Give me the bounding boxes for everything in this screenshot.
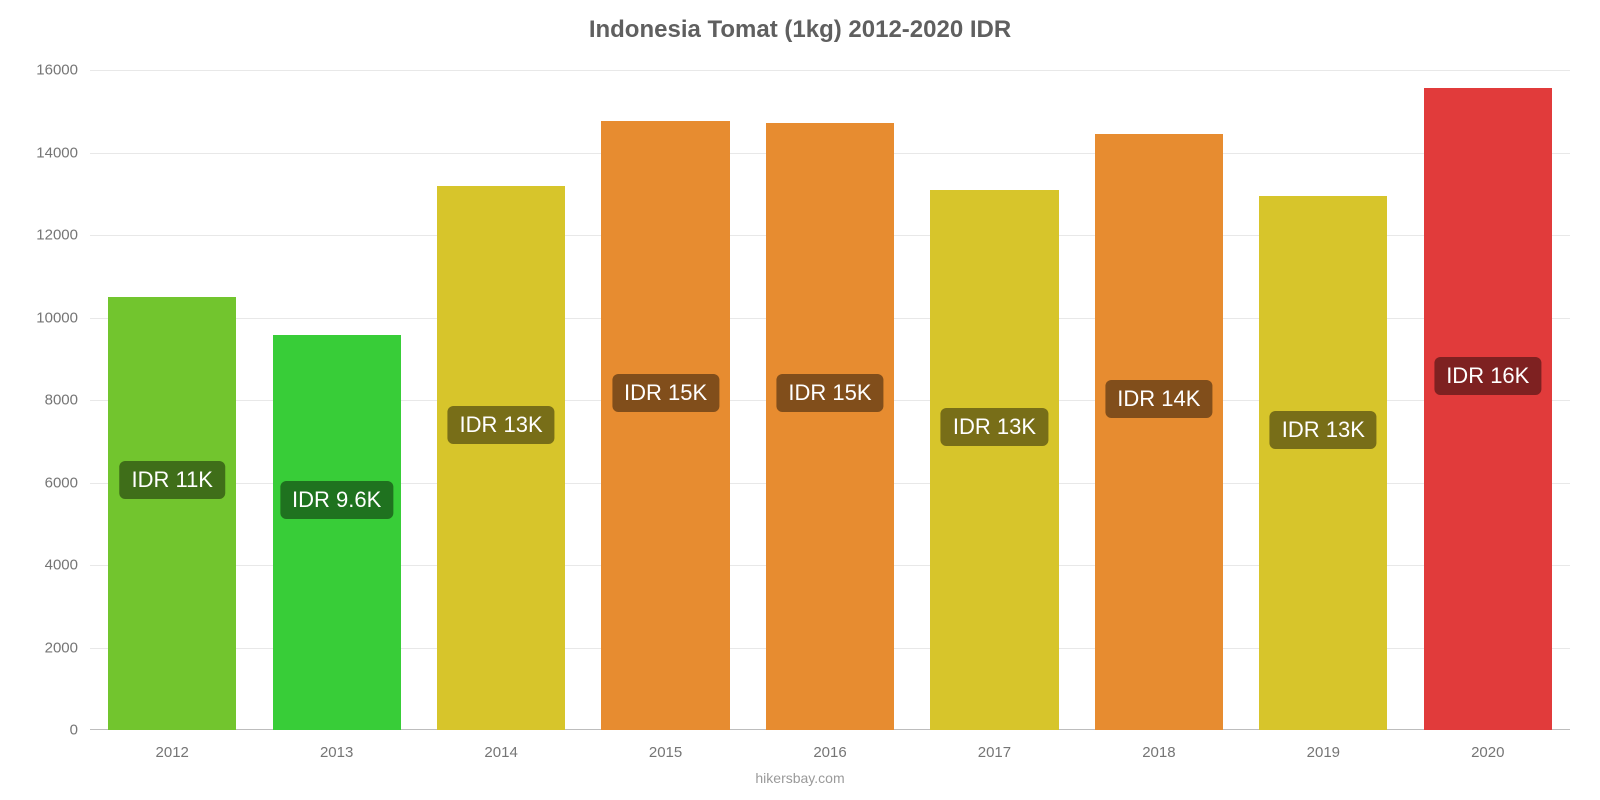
bar-value-label-text: IDR 15K <box>624 380 707 405</box>
bar <box>1095 134 1223 730</box>
bar <box>1424 88 1552 730</box>
bar-value-label-text: IDR 13K <box>460 412 543 437</box>
bar <box>437 186 565 730</box>
x-tick-label: 2018 <box>1142 730 1175 761</box>
grid-line <box>90 70 1570 71</box>
bar <box>766 123 894 730</box>
bar-value-label: IDR 16K <box>1434 357 1541 395</box>
bar-value-label: IDR 9.6K <box>280 481 393 519</box>
y-tick-label: 0 <box>70 722 90 739</box>
y-tick-label: 14000 <box>36 144 90 161</box>
bar-value-label-text: IDR 16K <box>1446 363 1529 388</box>
bar-value-label: IDR 13K <box>1270 411 1377 449</box>
bar-value-label: IDR 13K <box>448 406 555 444</box>
y-tick-label: 8000 <box>45 392 90 409</box>
bar-value-label-text: IDR 9.6K <box>292 487 381 512</box>
bar-value-label: IDR 11K <box>119 461 225 499</box>
bar-value-label-text: IDR 13K <box>953 414 1036 439</box>
bar-value-label-text: IDR 14K <box>1117 386 1200 411</box>
bar-value-label: IDR 15K <box>776 374 883 412</box>
bar-value-label-text: IDR 11K <box>131 467 213 492</box>
x-tick-label: 2020 <box>1471 730 1504 761</box>
bar <box>1259 196 1387 730</box>
bar <box>601 121 729 730</box>
chart-credit: hikersbay.com <box>755 770 844 786</box>
bar-value-label: IDR 15K <box>612 374 719 412</box>
bar-value-label-text: IDR 13K <box>1282 417 1365 442</box>
bar-value-label: IDR 13K <box>941 408 1048 446</box>
x-tick-label: 2017 <box>978 730 1011 761</box>
x-tick-label: 2013 <box>320 730 353 761</box>
x-tick-label: 2016 <box>813 730 846 761</box>
x-tick-label: 2014 <box>484 730 517 761</box>
bar-chart: Indonesia Tomat (1kg) 2012-2020 IDR 0200… <box>0 0 1600 800</box>
y-tick-label: 2000 <box>45 639 90 656</box>
bar-value-label-text: IDR 15K <box>788 380 871 405</box>
y-tick-label: 6000 <box>45 474 90 491</box>
y-tick-label: 10000 <box>36 309 90 326</box>
plot-area: 0200040006000800010000120001400016000201… <box>90 70 1570 730</box>
y-tick-label: 4000 <box>45 557 90 574</box>
x-tick-label: 2015 <box>649 730 682 761</box>
bar <box>108 297 236 730</box>
x-tick-label: 2019 <box>1307 730 1340 761</box>
bar <box>930 190 1058 730</box>
chart-title: Indonesia Tomat (1kg) 2012-2020 IDR <box>0 0 1600 44</box>
y-tick-label: 16000 <box>36 62 90 79</box>
bar <box>273 335 401 730</box>
y-tick-label: 12000 <box>36 227 90 244</box>
bar-value-label: IDR 14K <box>1105 380 1212 418</box>
x-tick-label: 2012 <box>156 730 189 761</box>
